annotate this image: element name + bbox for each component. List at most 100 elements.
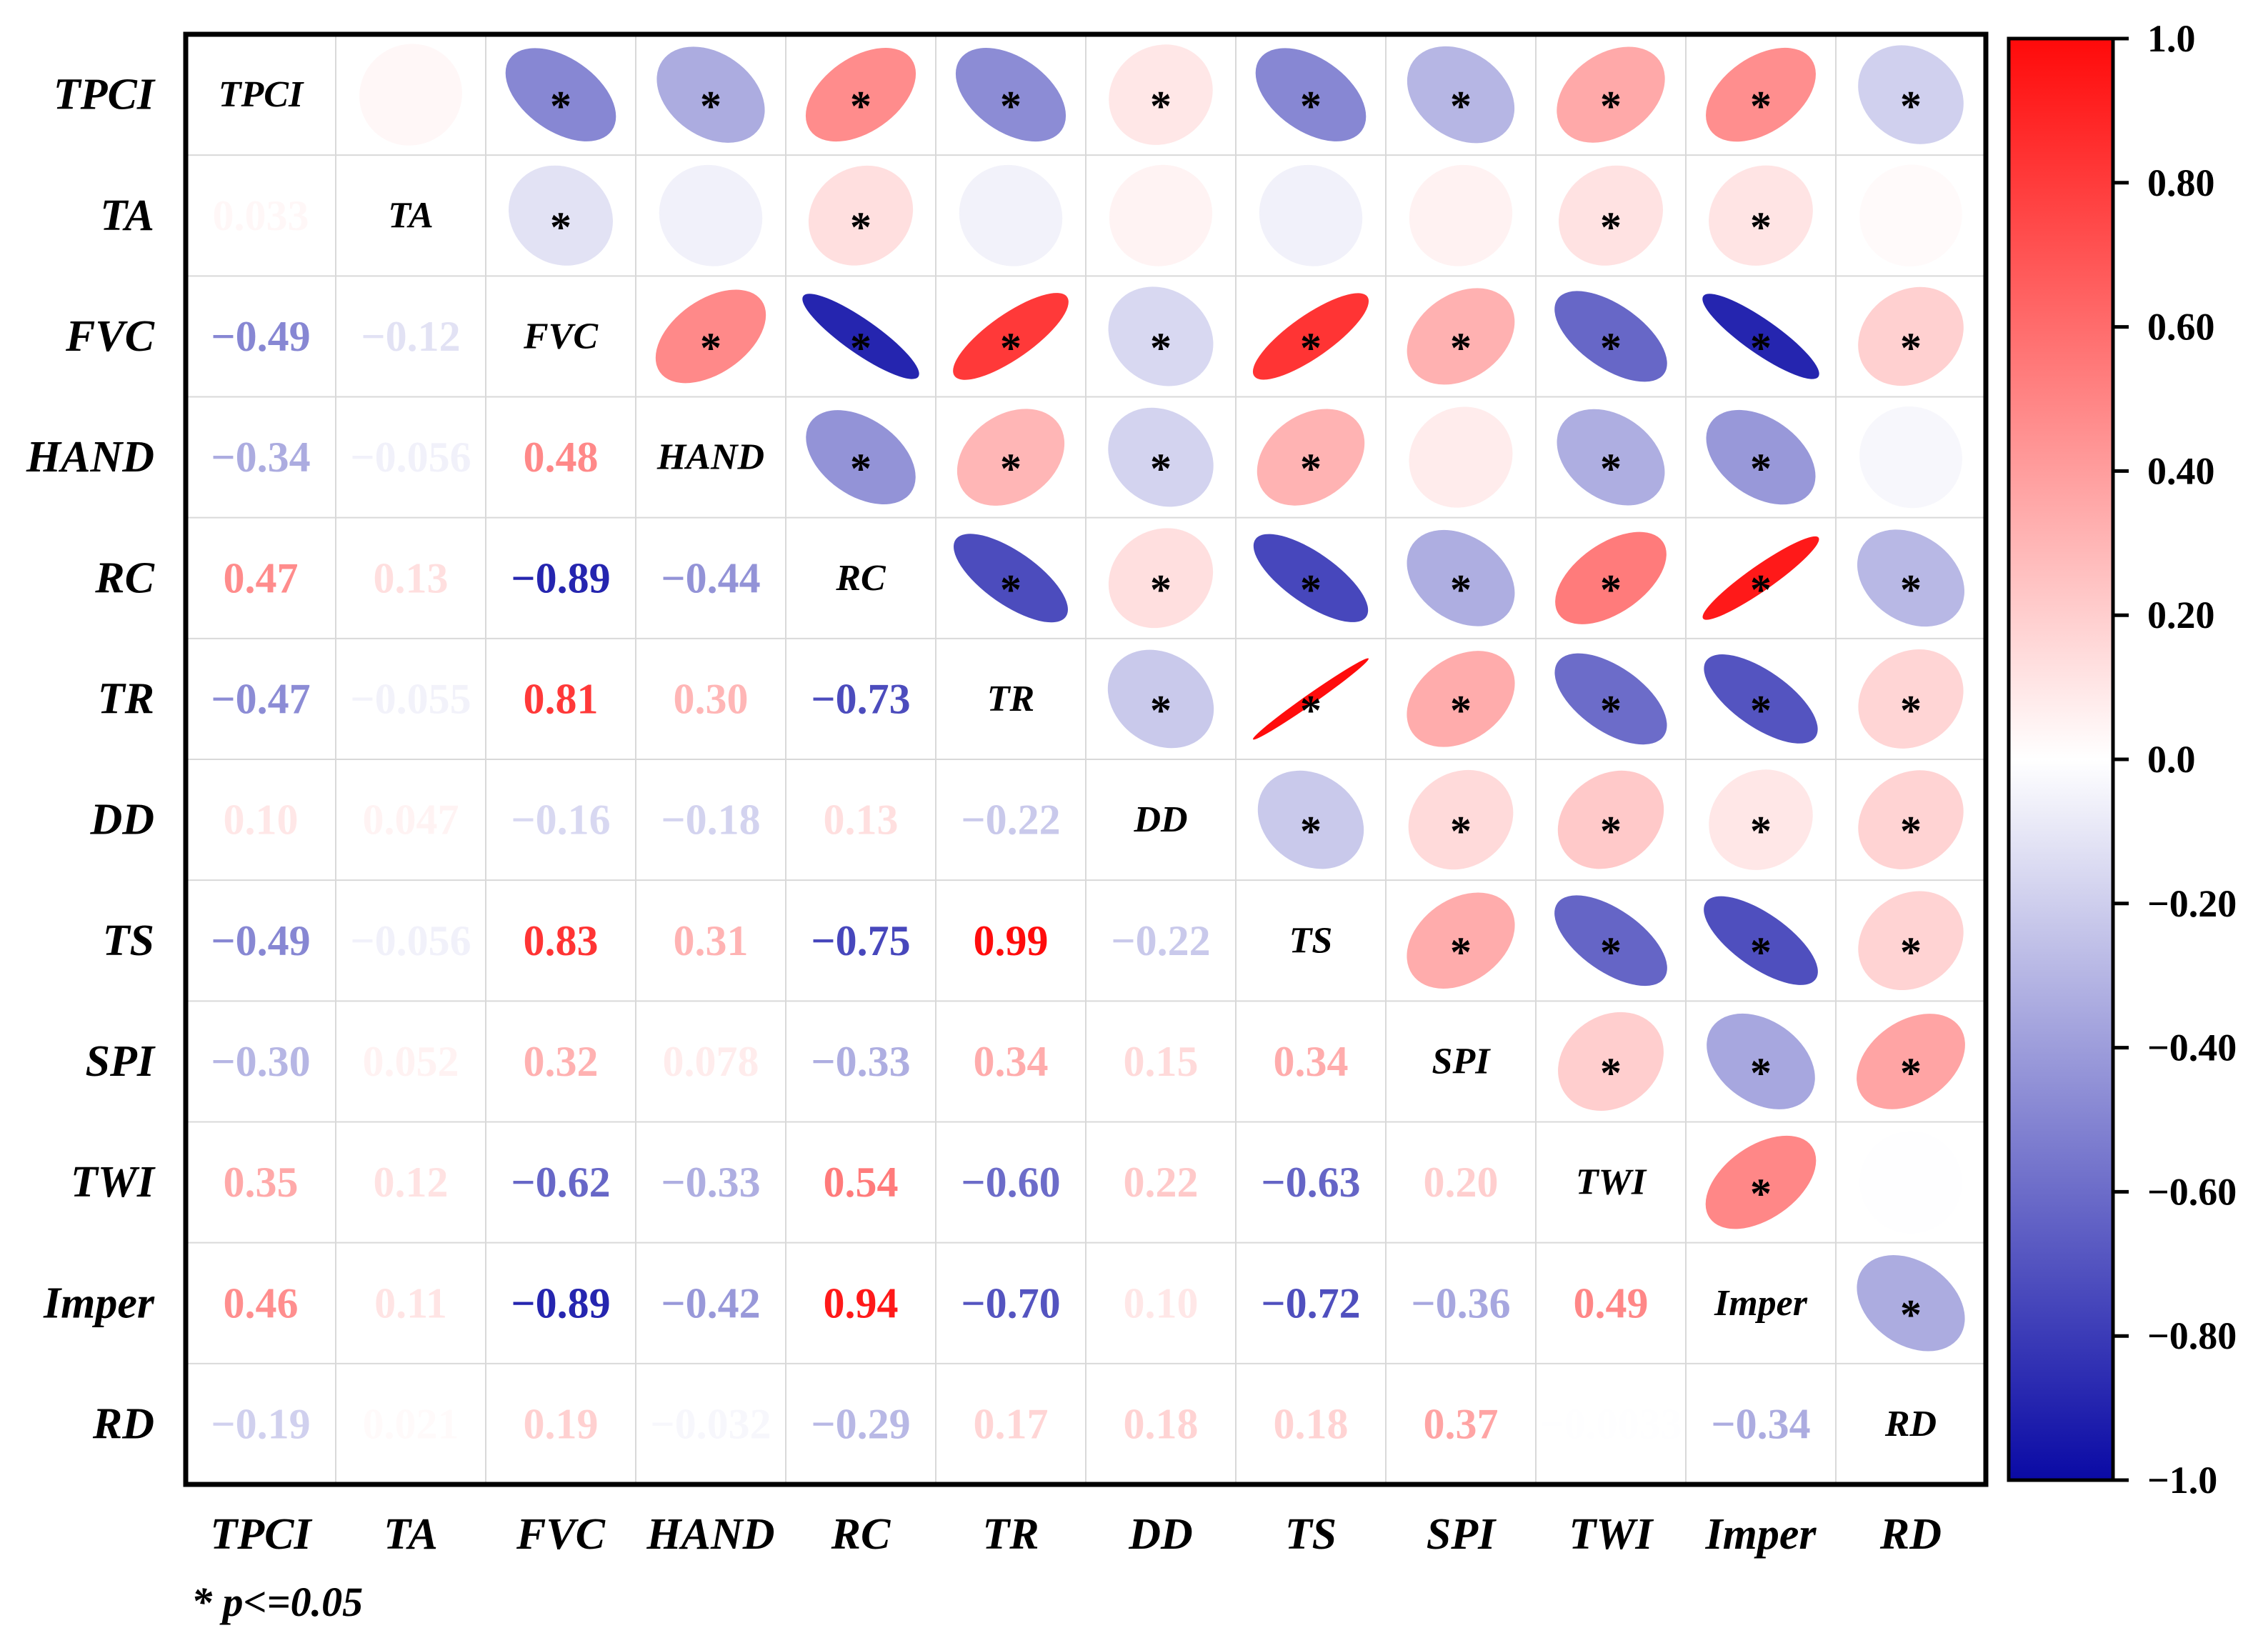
diagonal-label: HAND: [656, 437, 764, 478]
significance-marker: *: [1900, 686, 1922, 734]
colorbar: 1.0 0.80 0.60 0.40 0.20 0.0 −0.20 −0.40 −0.60 −0.…: [2007, 17, 2237, 1502]
correlation-value: 0.13: [374, 554, 449, 601]
correlation-ellipse: [959, 164, 1063, 266]
correlation-ellipse: [1557, 770, 1664, 869]
correlation-value: 0.047: [363, 796, 459, 844]
correlation-ellipse: [1255, 48, 1367, 141]
correlation-value: −0.70: [961, 1279, 1060, 1327]
correlation-value: 0.18: [1124, 1400, 1199, 1447]
correlation-ellipse: [1253, 658, 1369, 740]
correlation-ellipse: [1555, 531, 1667, 624]
correlation-value: −0.75: [811, 917, 910, 964]
diagonal-label: RC: [835, 558, 886, 599]
correlation-ellipse: [806, 410, 916, 505]
significance-marker: *: [1750, 929, 1772, 976]
correlation-value: 0.34: [974, 1038, 1049, 1085]
row-label: TPCI: [54, 71, 156, 119]
correlation-ellipse: [1407, 46, 1515, 144]
colorbar-tick-label: −1.0: [2147, 1459, 2217, 1502]
significance-marker: *: [1600, 929, 1622, 976]
colorbar-tick-label: 0.60: [2147, 306, 2215, 349]
correlation-value: 0.078: [663, 1038, 759, 1085]
correlation-value: −0.16: [511, 796, 610, 844]
correlation-value: 0.31: [674, 917, 749, 964]
significance-marker: *: [1900, 1291, 1922, 1338]
correlation-value: −0.34: [211, 434, 310, 481]
colorbar-tick-label: 0.40: [2147, 449, 2215, 492]
correlation-value: 0.34: [1274, 1038, 1349, 1085]
column-label: TA: [384, 1510, 438, 1559]
correlation-value: 0.83: [524, 917, 599, 964]
correlation-value: −0.34: [1711, 1400, 1810, 1447]
correlation-ellipse: [1557, 409, 1665, 506]
diagonal-label: TS: [1289, 920, 1333, 961]
correlation-ellipse: [1407, 651, 1515, 747]
correlation-value: −0.73: [811, 675, 910, 722]
significance-marker: *: [1000, 324, 1021, 371]
significance-marker: *: [1600, 204, 1622, 251]
correlation-ellipse: [1409, 406, 1513, 508]
correlation-ellipse: [1109, 164, 1213, 266]
significance-marker: *: [1750, 566, 1772, 613]
correlation-value: 0.20: [1424, 1159, 1499, 1206]
correlation-ellipse: [1702, 536, 1819, 620]
correlation-ellipse: [1554, 653, 1667, 745]
correlation-ellipse: [805, 48, 916, 142]
row-label: Imper: [43, 1279, 155, 1327]
matrix-cells: 0.033 −0.49 * −0.12 * −0.34 * −0.056 0.48 * 0.47 * 0…: [211, 44, 1965, 1447]
correlation-value: 0.46: [224, 1279, 299, 1327]
correlation-ellipse: [1252, 293, 1369, 380]
correlation-ellipse: [1857, 529, 1964, 627]
correlation-ellipse: [1253, 534, 1369, 622]
correlation-value: 0.021: [363, 1400, 459, 1447]
significance-marker: *: [1150, 324, 1172, 371]
correlation-value: −0.22: [1111, 917, 1210, 964]
correlation-value: −0.33: [661, 1159, 760, 1206]
correlation-ellipse: [1859, 406, 1962, 509]
row-label: TWI: [71, 1158, 156, 1207]
column-label: RC: [831, 1510, 891, 1559]
correlation-ellipse: [1554, 895, 1667, 987]
significance-marker: *: [1300, 808, 1322, 855]
correlation-value: −0.63: [1261, 1159, 1360, 1206]
significance-marker: *: [1150, 566, 1172, 613]
correlation-value: 0.15: [1124, 1038, 1199, 1085]
column-label: Imper: [1705, 1510, 1817, 1559]
correlation-value: −0.33: [811, 1038, 910, 1085]
correlation-ellipse: [1257, 770, 1364, 869]
significance-marker: *: [1450, 324, 1472, 371]
colorbar-tick-label: 0.0: [2147, 738, 2196, 781]
significance-marker: *: [1750, 204, 1772, 251]
correlation-value: −0.44: [661, 554, 760, 601]
row-label: FVC: [65, 312, 155, 361]
significance-marker: *: [700, 83, 721, 130]
correlation-ellipse: [955, 48, 1066, 142]
correlation-ellipse: [1408, 769, 1514, 870]
significance-marker: *: [850, 445, 871, 492]
row-label: SPI: [86, 1037, 156, 1086]
correlation-value: −0.30: [211, 1038, 310, 1085]
correlation-value: 0.32: [524, 1038, 599, 1085]
correlation-ellipse: [359, 44, 462, 146]
significance-marker: *: [1900, 83, 1922, 130]
diagonal-label: TR: [987, 679, 1034, 719]
significance-marker: *: [1750, 686, 1772, 734]
correlation-value: −0.89: [511, 554, 610, 601]
significance-marker: *: [1750, 324, 1772, 371]
correlation-ellipse: [956, 409, 1065, 506]
significance-marker: *: [1900, 1049, 1922, 1097]
significance-marker: *: [850, 324, 871, 371]
correlation-ellipse: [1407, 892, 1515, 989]
significance-marker: *: [1600, 686, 1622, 734]
column-label: TPCI: [210, 1510, 312, 1559]
column-labels: TPCI TA FVC HAND RC TR DD TS SPI TWI Imper RD: [210, 1510, 1942, 1559]
colorbar-bar: [2007, 36, 2115, 1482]
correlation-value: 0.81: [524, 675, 599, 722]
correlation-value: 0.19: [524, 1400, 599, 1447]
colorbar-ticks: 1.0 0.80 0.60 0.40 0.20 0.0 −0.20 −0.40 −0.60 −0.…: [2113, 17, 2237, 1502]
significance-marker: *: [1600, 566, 1622, 613]
correlation-value: 0.99: [974, 917, 1049, 964]
diagonal-label: TPCI: [219, 74, 304, 115]
correlation-ellipse: [655, 289, 766, 384]
